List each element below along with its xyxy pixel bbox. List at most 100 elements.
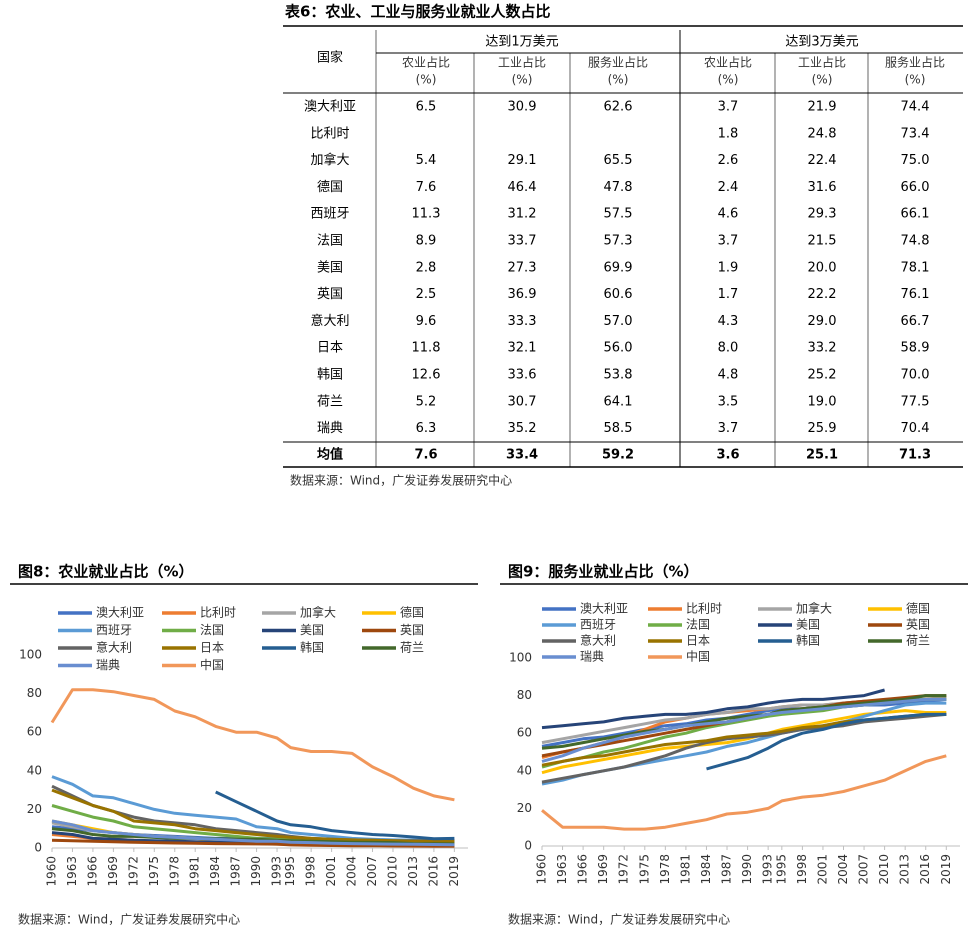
- series-line: [51, 838, 455, 848]
- series-line: [541, 754, 947, 831]
- x-tick-label: 1969: [106, 856, 120, 887]
- x-tick-label: 1981: [188, 856, 202, 887]
- y-tick-label: 80: [517, 688, 532, 702]
- legend-label: 比利时: [200, 606, 236, 620]
- column-unit: (%): [512, 73, 533, 87]
- table-cell: 22.2: [808, 287, 837, 302]
- column-unit: (%): [416, 73, 437, 87]
- x-tick-label: 1975: [637, 854, 651, 885]
- legend-label: 美国: [300, 623, 324, 637]
- x-tick-label: 1995: [283, 856, 297, 887]
- table-cell: 3.7: [718, 234, 739, 249]
- table-cell: 77.5: [901, 394, 930, 409]
- row-header: 韩国: [317, 368, 343, 383]
- legend-label: 瑞典: [580, 650, 604, 664]
- x-tick-label: 2001: [815, 854, 829, 885]
- table-cell: 56.0: [604, 341, 633, 356]
- x-tick-label: 2004: [345, 856, 359, 887]
- row-header: 瑞典: [317, 421, 343, 436]
- x-tick-label: 1972: [617, 854, 631, 885]
- legend-label: 德国: [906, 601, 930, 616]
- x-tick-label: 1972: [126, 856, 140, 887]
- x-tick-label: 1975: [147, 856, 161, 887]
- y-tick-label: 40: [517, 763, 532, 777]
- legend-label: 荷兰: [400, 641, 424, 655]
- chart-title: 图9：服务业就业占比（%）: [508, 563, 698, 581]
- row-header: 澳大利亚: [304, 99, 356, 115]
- x-tick-label: 1969: [596, 854, 610, 885]
- x-tick-label: 1984: [208, 856, 222, 887]
- y-tick-label: 100: [19, 648, 42, 662]
- chart-source: 数据来源：Wind，广发证券发展研究中心: [508, 912, 730, 927]
- x-tick-label: 2013: [898, 854, 912, 885]
- x-tick-label: 2004: [836, 854, 850, 885]
- table-cell: 1.9: [718, 260, 739, 275]
- table-cell: 57.5: [604, 207, 633, 222]
- x-tick-label: 1987: [229, 856, 243, 887]
- table-cell: 75.0: [901, 153, 930, 168]
- x-tick-label: 2007: [365, 856, 379, 887]
- table-cell: 59.2: [602, 448, 634, 463]
- x-tick-label: 1995: [774, 854, 788, 885]
- column-header: 工业占比: [798, 55, 846, 70]
- table-cell: 69.9: [604, 260, 633, 275]
- table-cell: 7.6: [416, 180, 437, 195]
- table-cell: 57.3: [604, 234, 633, 249]
- x-tick-label: 1981: [678, 854, 692, 885]
- legend-label: 法国: [200, 623, 224, 637]
- x-tick-label: 1993: [270, 856, 284, 887]
- column-header: 工业占比: [498, 55, 546, 70]
- legend-label: 美国: [796, 618, 820, 632]
- row-header: 日本: [317, 341, 343, 356]
- table-cell: 3.7: [718, 421, 739, 436]
- y-tick-label: 80: [27, 686, 42, 700]
- table-cell: 11.3: [412, 207, 441, 222]
- x-tick-label: 2007: [857, 854, 871, 885]
- row-header: 英国: [317, 287, 343, 302]
- column-header: 农业占比: [402, 55, 450, 70]
- table-cell: 29.1: [508, 153, 537, 168]
- legend-label: 日本: [200, 641, 224, 655]
- table-cell: 58.5: [604, 421, 633, 436]
- y-tick-label: 60: [27, 725, 42, 739]
- legend-label: 法国: [686, 618, 710, 632]
- x-tick-label: 1987: [720, 854, 734, 885]
- row-header: 法国: [317, 234, 343, 249]
- table-cell: 31.6: [808, 180, 837, 195]
- y-tick-label: 40: [27, 763, 42, 777]
- table-cell: 33.3: [508, 314, 537, 329]
- series-line: [541, 694, 947, 750]
- row-header: 均值: [317, 447, 343, 463]
- chart-source: 数据来源：Wind，广发证券发展研究中心: [18, 912, 240, 927]
- table-cell: 11.8: [412, 341, 441, 356]
- table-cell: 60.6: [604, 287, 633, 302]
- table-cell: 5.4: [416, 153, 437, 168]
- legend-label: 瑞典: [96, 658, 120, 672]
- table-cell: 7.6: [414, 448, 437, 463]
- x-tick-label: 1993: [761, 854, 775, 885]
- x-tick-label: 1960: [535, 854, 549, 885]
- y-tick-label: 0: [524, 839, 532, 853]
- table-cell: 33.7: [508, 234, 537, 249]
- table-cell: 32.1: [508, 341, 537, 356]
- x-tick-label: 1960: [45, 856, 59, 887]
- table-cell: 21.9: [808, 100, 837, 115]
- y-tick-label: 0: [34, 841, 42, 855]
- table-cell: 76.1: [901, 287, 930, 302]
- legend-label: 意大利: [580, 633, 616, 648]
- table-cell: 4.3: [718, 314, 739, 329]
- group-header: 达到3万美元: [785, 35, 858, 50]
- x-tick-label: 1990: [740, 854, 754, 885]
- x-tick-label: 2019: [939, 854, 953, 885]
- column-unit: (%): [812, 73, 833, 87]
- group-header: 达到1万美元: [485, 35, 558, 50]
- table-cell: 27.3: [508, 260, 537, 275]
- row-header: 比利时: [310, 126, 349, 141]
- table-cell: 19.0: [808, 394, 837, 409]
- x-tick-label: 1990: [249, 856, 263, 887]
- table-cell: 2.4: [718, 180, 739, 195]
- table-cell: 33.6: [508, 368, 537, 383]
- x-tick-label: 1998: [304, 856, 318, 887]
- table-cell: 12.6: [412, 368, 441, 383]
- legend-label: 中国: [200, 657, 224, 672]
